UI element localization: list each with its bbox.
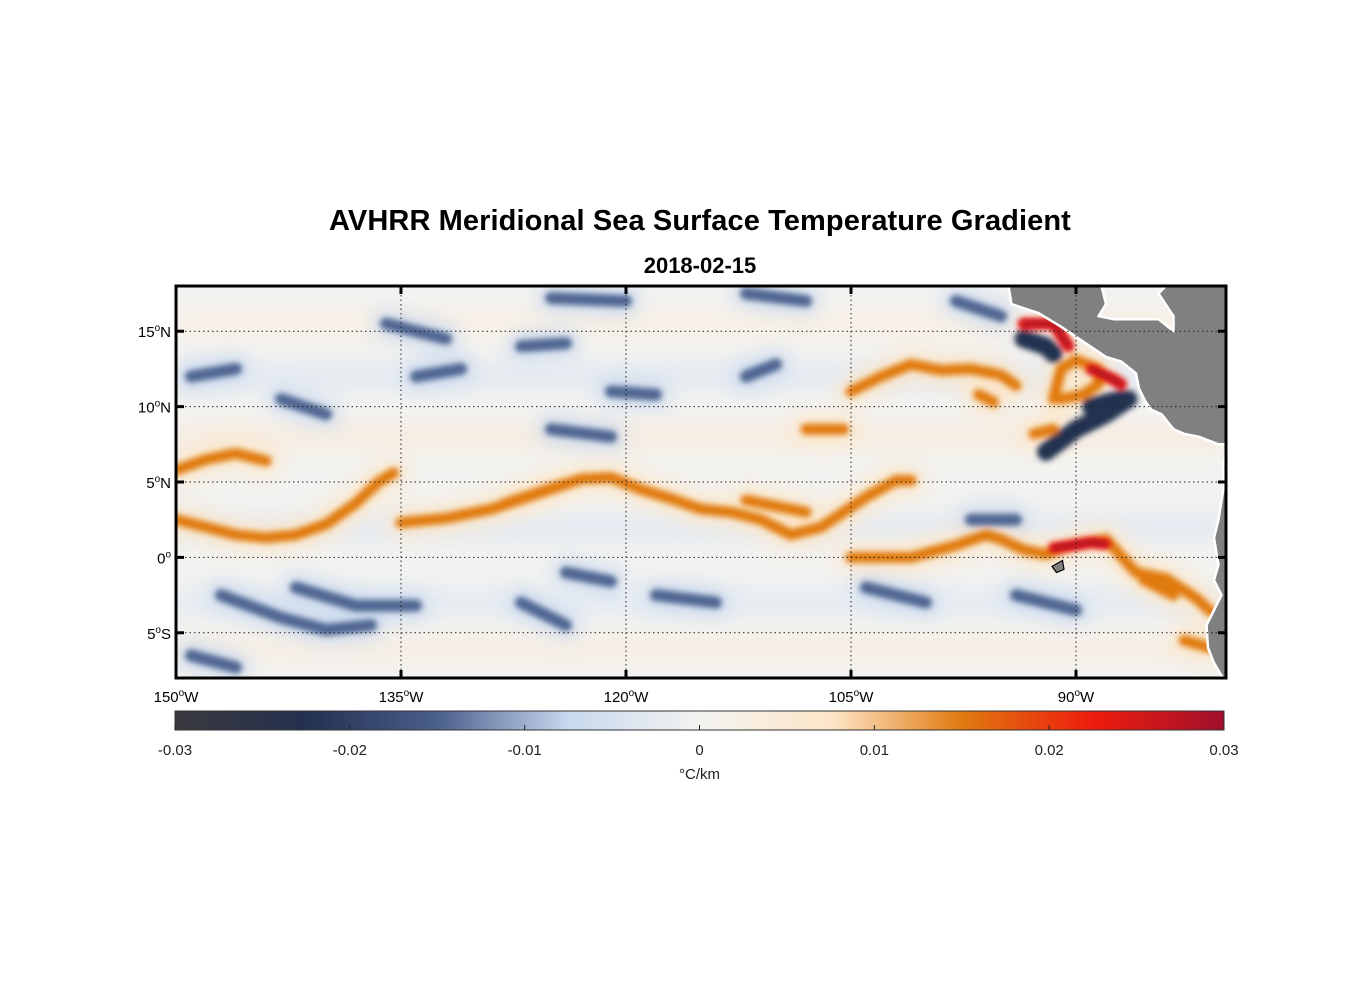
colorbar-tick-label: -0.02	[333, 742, 367, 759]
neg-front-neg-11	[740, 358, 782, 383]
figure-subtitle: 2018-02-15	[643, 253, 757, 278]
neg-front-neg-6	[515, 337, 572, 353]
lon-tick-label: 150oW	[154, 688, 200, 706]
lat-tick-label: 10oN	[138, 399, 171, 417]
neg-front-neg-14	[650, 589, 722, 609]
pos-front-front-patch-g	[973, 389, 999, 408]
peak-front-galapagos-patch	[1051, 539, 1109, 551]
lon-tick-label: 135oW	[379, 688, 425, 706]
lon-tick-label: 120oW	[604, 688, 650, 706]
neg-front-neg-3	[185, 362, 242, 383]
neg-front-neg-12	[545, 423, 617, 443]
pos-front-front-patch-f	[1028, 423, 1059, 440]
island-galapagos-islands	[1051, 559, 1065, 574]
lat-tick-label: 5oN	[146, 474, 171, 492]
peak-front-tehuantepec-patch	[1021, 321, 1071, 349]
colorbar-tick-label: 0.01	[860, 742, 889, 759]
neg-front-neg-15	[515, 596, 572, 632]
pos-front-front-patch-c	[500, 478, 572, 509]
neg-front-neg-2	[290, 581, 422, 612]
pos-front-equatorial-front-east	[845, 529, 1217, 618]
lon-tick-label: 105oW	[829, 688, 875, 706]
pos-front-equatorial-front-west	[176, 467, 399, 544]
neg-front-neg-10	[605, 385, 662, 401]
colorbar-tick-label: -0.03	[158, 742, 192, 759]
colorbar-tick-label: 0.02	[1035, 742, 1064, 759]
neg-front-neg-13	[560, 566, 617, 588]
lat-tick-label: 15oN	[138, 323, 171, 341]
colorbar-tick-label: 0	[695, 742, 703, 759]
neg-front-neg-1	[215, 589, 377, 636]
pos-front-front-patch-b	[740, 494, 812, 518]
neg-front-neg-17	[1010, 589, 1082, 617]
land-central-america	[954, 286, 1226, 446]
neg-front-neg-7	[545, 292, 632, 308]
neg-front-neg-18	[185, 649, 242, 674]
lat-tick-label: 5oS	[147, 625, 171, 643]
colorbar-label: °C/km	[679, 766, 720, 783]
neg-front-neg-19	[950, 295, 1007, 323]
pos-front-upper-front-east	[845, 358, 1022, 397]
neg-front-neg-9	[410, 362, 467, 383]
strong-neg-front-tehuantepec-dark	[1014, 329, 1063, 363]
lat-tick-label: 0o	[157, 549, 171, 567]
pos-front-upper-front-west	[176, 447, 272, 476]
neg-front-neg-8	[740, 287, 812, 308]
neg-front-neg-16	[860, 581, 932, 609]
pos-front-front-patch-e	[1178, 634, 1217, 654]
colorbar-tick-label: 0.03	[1209, 742, 1238, 759]
peak-front-papagayo-patch	[1088, 366, 1124, 387]
pos-front-front-patch-d	[1138, 574, 1179, 601]
land-south-america	[1205, 450, 1226, 678]
lon-tick-label: 90oW	[1058, 688, 1095, 706]
strong-neg-front-gulf-dark	[1082, 390, 1130, 416]
colorbar-tick-label: -0.01	[508, 742, 542, 759]
figure-title: AVHRR Meridional Sea Surface Temperature…	[329, 205, 1071, 237]
